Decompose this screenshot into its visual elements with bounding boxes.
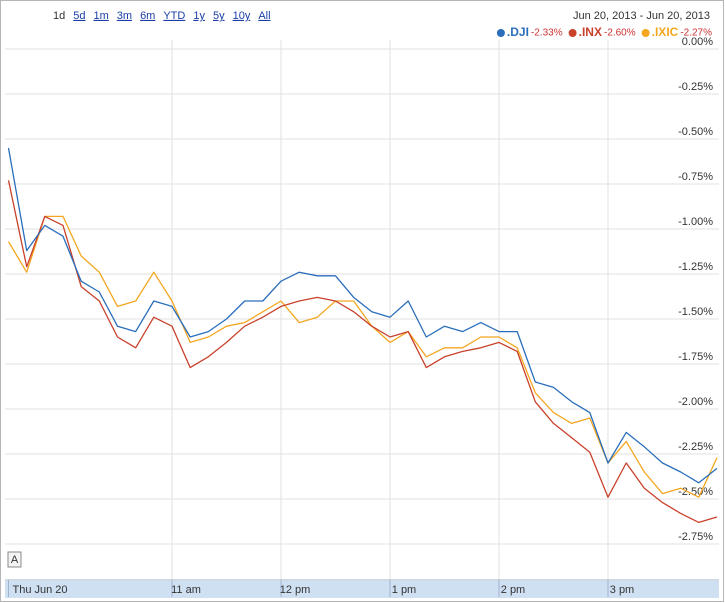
y-tick-label: -2.00% <box>678 396 713 408</box>
legend-name: .INX <box>579 25 602 39</box>
x-tick-label: 3 pm <box>610 584 634 596</box>
x-tick-label: 2 pm <box>501 584 525 596</box>
series-line <box>7 147 718 484</box>
x-tick-label: 12 pm <box>280 584 311 596</box>
range-link[interactable]: All <box>258 10 270 22</box>
y-tick-label: -0.75% <box>678 171 713 183</box>
date-range: Jun 20, 2013 - Jun 20, 2013 <box>573 10 710 22</box>
legend-change: -2.60% <box>604 28 636 39</box>
x-tick-label: 1 pm <box>392 584 416 596</box>
x-axis-band <box>5 581 719 598</box>
annotation: A <box>11 554 19 566</box>
y-tick-label: -1.00% <box>678 216 713 228</box>
x-tick-label: Thu Jun 20 <box>13 584 68 596</box>
y-tick-label: -1.25% <box>678 261 713 273</box>
range-link[interactable]: 5d <box>73 10 85 22</box>
legend-change: -2.27% <box>680 28 712 39</box>
legend-change: -2.33% <box>531 28 563 39</box>
range-link[interactable]: YTD <box>163 10 185 22</box>
y-tick-label: -0.50% <box>678 126 713 138</box>
range-link[interactable]: 1y <box>193 10 205 22</box>
range-link[interactable]: 10y <box>233 10 251 22</box>
y-tick-label: -2.50% <box>678 486 713 498</box>
range-link[interactable]: 6m <box>140 10 155 22</box>
legend-name: .DJI <box>507 25 529 39</box>
range-link[interactable]: 1d <box>53 10 65 22</box>
series-line <box>7 215 718 498</box>
y-tick-label: -1.75% <box>678 351 713 363</box>
y-tick-label: -0.25% <box>678 81 713 93</box>
y-tick-label: -2.75% <box>678 531 713 543</box>
series-line <box>7 180 718 524</box>
legend-name: .IXIC <box>652 25 679 39</box>
annotation-box <box>7 551 22 568</box>
legend-dot <box>568 29 577 37</box>
range-link[interactable]: 5y <box>213 10 225 22</box>
range-link[interactable]: 1m <box>94 10 109 22</box>
x-tick-label: 11 am <box>171 584 201 596</box>
y-tick-label: -2.25% <box>678 441 713 453</box>
y-tick-label: 0.00% <box>682 36 713 48</box>
y-tick-label: -1.50% <box>678 306 713 318</box>
legend-dot <box>641 29 650 37</box>
range-link[interactable]: 3m <box>117 10 132 22</box>
legend-dot <box>496 29 505 37</box>
